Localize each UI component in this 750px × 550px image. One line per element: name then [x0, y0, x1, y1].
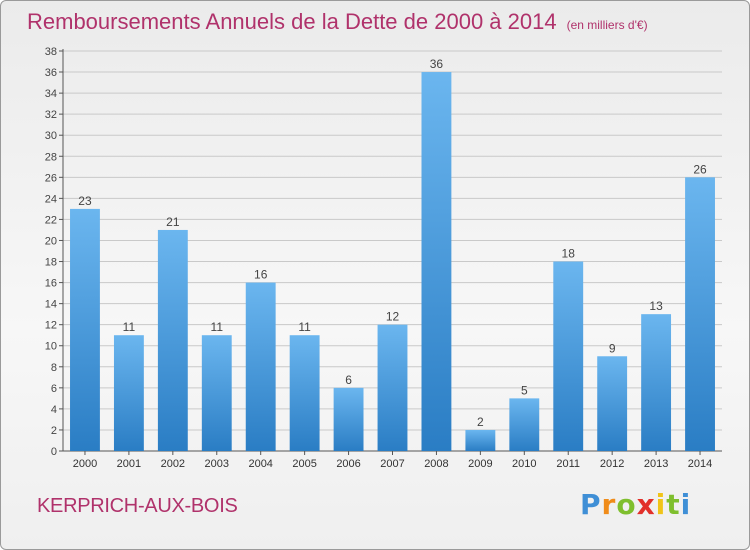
value-label-2002: 21 [166, 215, 180, 229]
value-label-2005: 11 [298, 320, 311, 334]
value-label-2001: 11 [123, 320, 136, 334]
value-label-2006: 6 [345, 373, 352, 387]
chart-title: Remboursements Annuels de la Dette de 20… [27, 9, 648, 35]
bar-2004 [245, 282, 276, 451]
bar-2012 [597, 356, 628, 451]
logo-letter: t [666, 488, 681, 521]
chart-unit: (en milliers d'€) [566, 18, 648, 32]
x-tick-label-2005: 2005 [292, 458, 316, 470]
x-tick-label-2006: 2006 [336, 458, 360, 470]
y-tick-label: 28 [45, 151, 57, 163]
bar-2008 [421, 72, 452, 451]
y-tick-label: 26 [45, 172, 57, 184]
y-tick-label: 12 [45, 320, 57, 332]
y-tick-label: 36 [45, 67, 57, 79]
y-tick-label: 24 [45, 193, 57, 205]
y-tick-label: 14 [45, 299, 57, 311]
y-tick-label: 4 [51, 404, 57, 416]
bar-2006 [333, 387, 364, 451]
bar-2013 [641, 314, 672, 451]
chart-title-text: Remboursements Annuels de la Dette de 20… [27, 9, 557, 34]
y-tick-label: 34 [45, 88, 57, 100]
y-tick-label: 20 [45, 235, 57, 247]
x-tick-label-2014: 2014 [688, 458, 712, 470]
bar-2007 [377, 324, 408, 451]
value-label-2003: 11 [211, 320, 224, 334]
x-tick-label-2013: 2013 [644, 458, 668, 470]
y-tick-label: 16 [45, 278, 57, 290]
x-tick-label-2002: 2002 [161, 458, 185, 470]
proxiti-logo: Proxiti [580, 488, 691, 521]
y-tick-label: 8 [51, 362, 57, 374]
bar-2001 [113, 335, 144, 451]
logo-letter: i [655, 488, 667, 521]
value-label-2007: 12 [386, 310, 400, 324]
y-tick-label: 0 [51, 446, 57, 458]
logo-letter: P [580, 488, 602, 521]
value-label-2014: 26 [693, 162, 707, 176]
bar-2002 [157, 229, 188, 451]
logo-letter: x [636, 488, 656, 521]
logo-letter: i [680, 488, 692, 521]
value-label-2012: 9 [609, 341, 616, 355]
bar-2011 [553, 261, 584, 451]
x-tick-label-2012: 2012 [600, 458, 624, 470]
logo-letter: r [601, 488, 617, 521]
value-label-2004: 16 [254, 268, 268, 282]
y-tick-label: 32 [45, 109, 57, 121]
x-tick-label-2011: 2011 [556, 458, 580, 470]
x-tick-label-2004: 2004 [248, 458, 272, 470]
value-label-2000: 23 [78, 194, 92, 208]
value-label-2009: 2 [477, 415, 484, 429]
y-tick-label: 38 [45, 46, 57, 58]
y-tick-label: 10 [45, 341, 57, 353]
bar-2005 [289, 335, 320, 451]
bar-2014 [685, 177, 715, 451]
x-tick-label-2008: 2008 [424, 458, 448, 470]
x-tick-label-2001: 2001 [117, 458, 141, 470]
y-tick-label: 2 [51, 425, 57, 437]
bar-2003 [201, 335, 232, 451]
bars [70, 72, 715, 451]
y-tick-label: 22 [45, 214, 57, 226]
y-tick-label: 30 [45, 130, 57, 142]
x-tick-label-2010: 2010 [512, 458, 536, 470]
value-label-2010: 5 [521, 383, 528, 397]
x-tick-label-2000: 2000 [73, 458, 97, 470]
x-tick-label-2009: 2009 [468, 458, 492, 470]
value-label-2011: 18 [562, 247, 576, 261]
x-tick-label-2003: 2003 [205, 458, 229, 470]
bar-2010 [509, 398, 540, 451]
value-label-2008: 36 [430, 57, 444, 71]
labels: 0246810121416182022242628303234363823200… [45, 46, 713, 470]
bar-2000 [70, 208, 100, 451]
y-tick-label: 6 [51, 383, 57, 395]
bar-2009 [465, 429, 496, 451]
x-tick-label-2007: 2007 [380, 458, 404, 470]
commune-name: KERPRICH-AUX-BOIS [37, 495, 238, 517]
logo-letter: o [616, 488, 637, 521]
y-tick-label: 18 [45, 257, 57, 269]
value-label-2013: 13 [649, 299, 663, 313]
